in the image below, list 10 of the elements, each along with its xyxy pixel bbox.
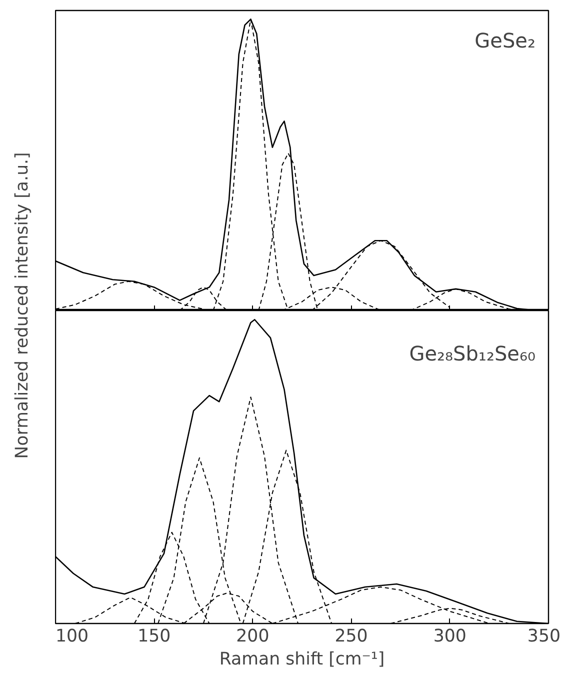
x-axis-title: Raman shift [cm⁻¹] (219, 650, 385, 670)
x-tick-label: 250 (334, 626, 368, 646)
x-tick-label: 150 (138, 626, 171, 646)
y-axis-title: Normalized reduced intensity [a.u.] (12, 152, 32, 459)
x-tick-label: 300 (433, 626, 466, 646)
annotation: Ge₂₈Sb₁₂Se₆₀ (409, 342, 536, 366)
x-tick-label: 350 (527, 626, 561, 646)
x-tick-label: 100 (56, 626, 89, 646)
x-tick-label: 200 (236, 626, 270, 646)
annotation: GeSe₂ (474, 28, 536, 52)
